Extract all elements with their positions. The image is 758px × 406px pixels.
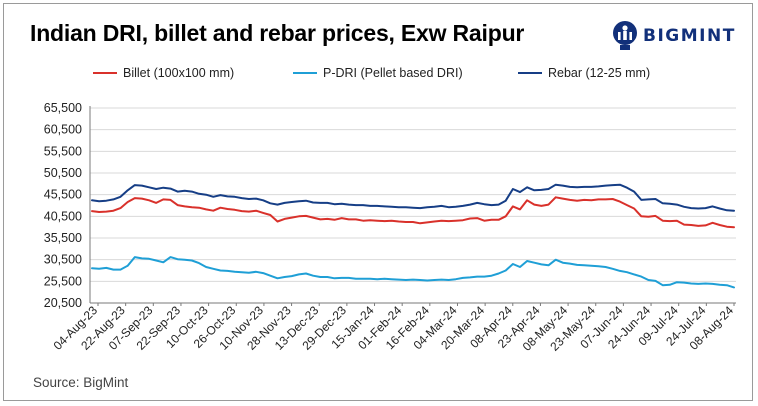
chart-title: Indian DRI, billet and rebar prices, Exw…: [30, 20, 525, 46]
legend-swatch-rebar: [518, 72, 542, 74]
y-tick-label: 45,500: [44, 188, 82, 202]
y-tick-label: 35,500: [44, 231, 82, 245]
legend-item-rebar: Rebar (12-25 mm): [518, 66, 650, 80]
billet-line: [91, 196, 735, 229]
source-note: Source: BigMint: [33, 375, 129, 390]
legend-label-billet: Billet (100x100 mm): [123, 66, 235, 80]
legend-label-pdri: P-DRI (Pellet based DRI): [323, 66, 463, 80]
chart-legend: Billet (100x100 mm) P-DRI (Pellet based …: [0, 66, 758, 86]
legend-label-rebar: Rebar (12-25 mm): [548, 66, 651, 80]
brand-logo: BIGMINT: [612, 16, 736, 56]
y-tick-label: 55,500: [44, 144, 82, 158]
rebar-line: [91, 183, 735, 212]
legend-swatch-pdri: [293, 72, 317, 74]
brand-wordmark: BIGMINT: [643, 26, 736, 46]
legend-item-pdri: P-DRI (Pellet based DRI): [293, 66, 463, 80]
bigmint-logo-icon: [613, 21, 637, 50]
y-tick-label: 50,500: [44, 166, 82, 180]
y-tick-label: 25,500: [44, 274, 82, 288]
legend-item-billet: Billet (100x100 mm): [93, 66, 234, 80]
y-tick-label: 20,500: [44, 296, 82, 310]
y-tick-label: 60,500: [44, 123, 82, 137]
legend-swatch-billet: [93, 72, 117, 74]
pdri-line: [91, 256, 735, 289]
y-tick-label: 40,500: [44, 209, 82, 223]
y-tick-label: 65,500: [44, 101, 82, 115]
y-tick-label: 30,500: [44, 253, 82, 267]
